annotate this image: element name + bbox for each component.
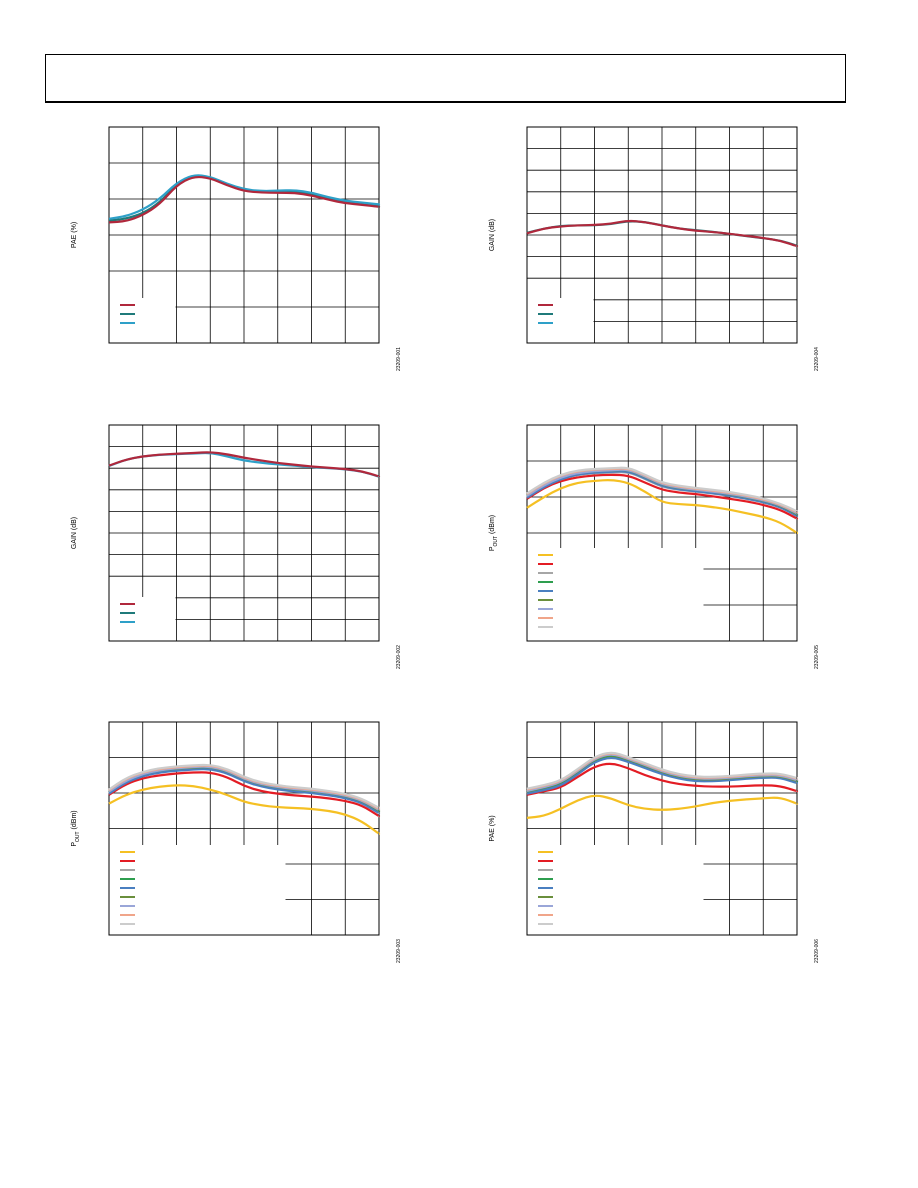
series-line-1 xyxy=(526,219,799,248)
legend-box xyxy=(527,548,704,641)
figure-code: 23209-001 xyxy=(396,347,402,371)
y-axis-label-tail: (dBm) xyxy=(489,515,496,536)
y-axis-label-main: P xyxy=(71,842,78,847)
legend-box xyxy=(527,298,594,343)
chart-c1: PAE (%) 23209-001 xyxy=(71,126,402,371)
series-line-8 xyxy=(526,466,799,513)
series-line-1 xyxy=(526,762,799,796)
y-axis-label: POUT (dBm) xyxy=(71,810,81,846)
legend-box xyxy=(527,845,704,935)
y-axis-label-main: P xyxy=(489,546,496,551)
y-axis-label-main: PAE (%) xyxy=(489,815,496,841)
y-axis-label: PAE (%) xyxy=(71,222,78,248)
legend-box xyxy=(109,298,176,343)
series-line-0 xyxy=(108,784,381,835)
figure-code: 23209-004 xyxy=(814,347,820,371)
y-axis-label-tail: (dBm) xyxy=(71,810,78,831)
series-line-0 xyxy=(526,794,799,819)
y-axis-label-main: GAIN (dB) xyxy=(489,219,496,251)
figure-code: 23209-003 xyxy=(396,939,402,963)
chart-c4: POUT (dBm) 23209-005 xyxy=(489,424,820,669)
series-line-1 xyxy=(526,473,799,520)
figure-code: 23209-002 xyxy=(396,645,402,669)
series-line-2 xyxy=(108,175,381,224)
y-axis-label: GAIN (dB) xyxy=(489,219,496,251)
chart-c3: GAIN (dB) 23209-002 xyxy=(71,424,402,669)
y-axis-label: POUT (dBm) xyxy=(489,515,499,551)
figure-code: 23209-006 xyxy=(814,939,820,963)
chart-c6: PAE (%) 23209-006 xyxy=(489,721,820,963)
figure-code: 23209-005 xyxy=(814,645,820,669)
chart-c2: GAIN (dB) 23209-004 xyxy=(489,126,820,371)
legend-box xyxy=(109,845,286,935)
y-axis-label: GAIN (dB) xyxy=(71,517,78,549)
series-line-4 xyxy=(108,768,381,815)
y-axis-label-sub: OUT xyxy=(493,536,499,547)
y-axis-label: PAE (%) xyxy=(489,815,496,841)
series-line-0 xyxy=(526,479,799,535)
series-line-8 xyxy=(108,763,381,809)
grid-c3 xyxy=(108,424,380,642)
page-header-box xyxy=(45,54,846,103)
series-line-1 xyxy=(108,174,381,220)
y-axis-label-sub: OUT xyxy=(75,831,81,842)
chart-c5: POUT (dBm) 23209-003 xyxy=(71,721,402,963)
y-axis-label-main: GAIN (dB) xyxy=(71,517,78,549)
series-line-4 xyxy=(526,756,799,795)
legend-box xyxy=(109,597,176,641)
series-line-1 xyxy=(108,451,381,478)
series-line-4 xyxy=(526,470,799,518)
series-line-8 xyxy=(526,751,799,790)
y-axis-label-main: PAE (%) xyxy=(71,222,78,248)
series-line-1 xyxy=(108,771,381,818)
